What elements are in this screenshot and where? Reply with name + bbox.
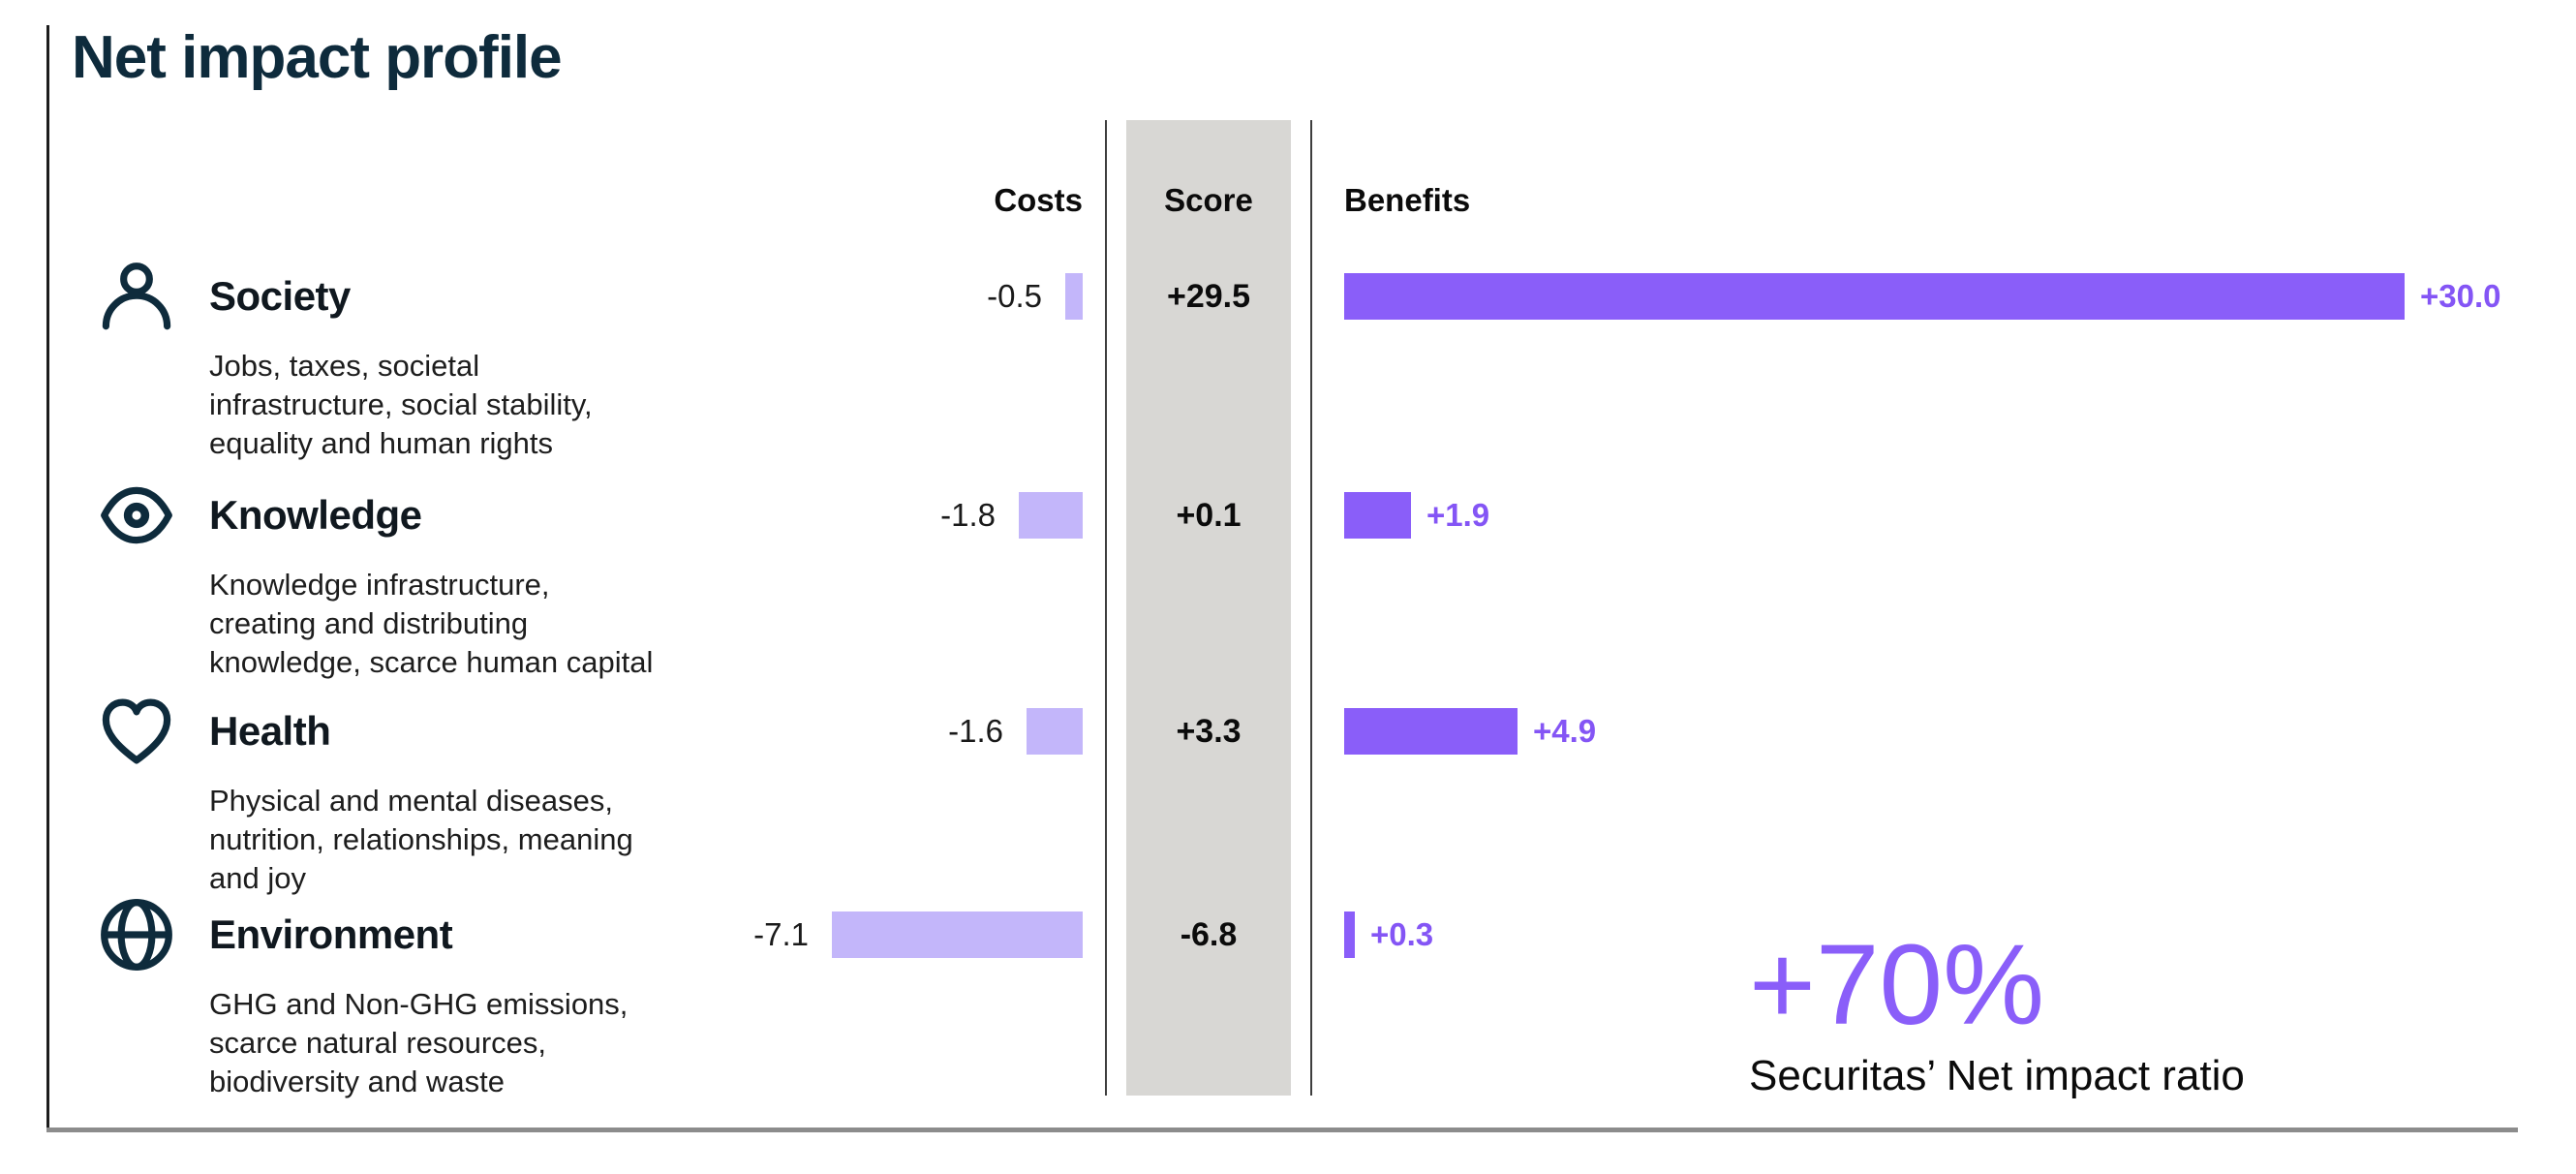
score-value: +3.3 [1176, 713, 1242, 750]
cost-group: -7.1 [0, 911, 1083, 958]
cost-group: -1.6 [0, 708, 1083, 755]
impact-row-environment: Environment GHG and Non-GHG emissions, s… [0, 899, 2576, 1098]
net-impact-ratio-caption: Securitas’ Net impact ratio [1749, 1052, 2245, 1099]
benefit-bar [1344, 911, 1355, 958]
benefit-value: +30.0 [2420, 278, 2501, 314]
page-title: Net impact profile [72, 24, 563, 91]
benefit-group: +0.3 [1344, 911, 1433, 958]
score-column-band [1126, 120, 1291, 1096]
cost-value: -0.5 [987, 278, 1042, 314]
benefit-value: +1.9 [1426, 497, 1490, 533]
column-header-score: Score [1164, 182, 1253, 218]
category-label: Environment [209, 911, 453, 957]
cost-group: -0.5 [0, 273, 1083, 320]
category-environment: Environment GHG and Non-GHG emissions, s… [209, 911, 751, 1101]
eye-icon [97, 476, 176, 555]
benefit-group: +30.0 [1344, 273, 2501, 320]
net-impact-ratio-summary: +70% Securitas’ Net impact ratio [1749, 928, 2245, 1100]
impact-row-health: Health Physical and mental diseases, nut… [0, 698, 2576, 895]
category-society: Society Jobs, taxes, societal infrastruc… [209, 273, 751, 463]
benefit-bar [1344, 492, 1411, 539]
score-value: +29.5 [1166, 278, 1251, 315]
left-border-line [46, 25, 49, 1131]
score-column-right-rule [1310, 120, 1312, 1096]
cost-value: -1.6 [948, 713, 1003, 749]
bottom-border-line [46, 1128, 2518, 1132]
benefit-bar [1344, 273, 2405, 320]
cost-bar [1065, 273, 1083, 320]
benefit-value: +4.9 [1533, 713, 1597, 749]
category-knowledge: Knowledge Knowledge infrastructure, crea… [209, 492, 751, 682]
benefit-group: +4.9 [1344, 708, 1596, 755]
benefit-bar [1344, 708, 1518, 755]
heart-icon [97, 692, 176, 771]
score-value: +0.1 [1176, 497, 1242, 534]
cost-group: -1.8 [0, 492, 1083, 539]
score-column-left-rule [1105, 120, 1107, 1096]
cost-bar [832, 911, 1083, 958]
benefit-value: +0.3 [1370, 916, 1434, 952]
category-description: Knowledge infrastructure, creating and d… [209, 568, 654, 679]
category-description: GHG and Non-GHG emissions, scarce natura… [209, 987, 629, 1098]
cost-value: -7.1 [753, 916, 809, 952]
cost-value: -1.8 [940, 497, 996, 533]
net-impact-ratio-value: +70% [1749, 921, 2045, 1049]
category-health: Health Physical and mental diseases, nut… [209, 708, 751, 898]
category-description: Physical and mental diseases, nutrition,… [209, 784, 633, 895]
globe-icon [97, 895, 176, 974]
impact-row-knowledge: Knowledge Knowledge infrastructure, crea… [0, 486, 2576, 679]
person-icon [97, 257, 176, 336]
category-label: Knowledge [209, 492, 422, 538]
cost-bar [1019, 492, 1083, 539]
category-label: Society [209, 273, 351, 319]
benefit-group: +1.9 [1344, 492, 1489, 539]
column-header-benefits: Benefits [1344, 182, 1471, 218]
impact-row-society: Society Jobs, taxes, societal infrastruc… [0, 263, 2576, 460]
score-value: -6.8 [1180, 916, 1238, 953]
column-header-costs: Costs [994, 182, 1083, 218]
cost-bar [1027, 708, 1083, 755]
category-label: Health [209, 708, 331, 754]
category-description: Jobs, taxes, societal infrastructure, so… [209, 349, 593, 460]
